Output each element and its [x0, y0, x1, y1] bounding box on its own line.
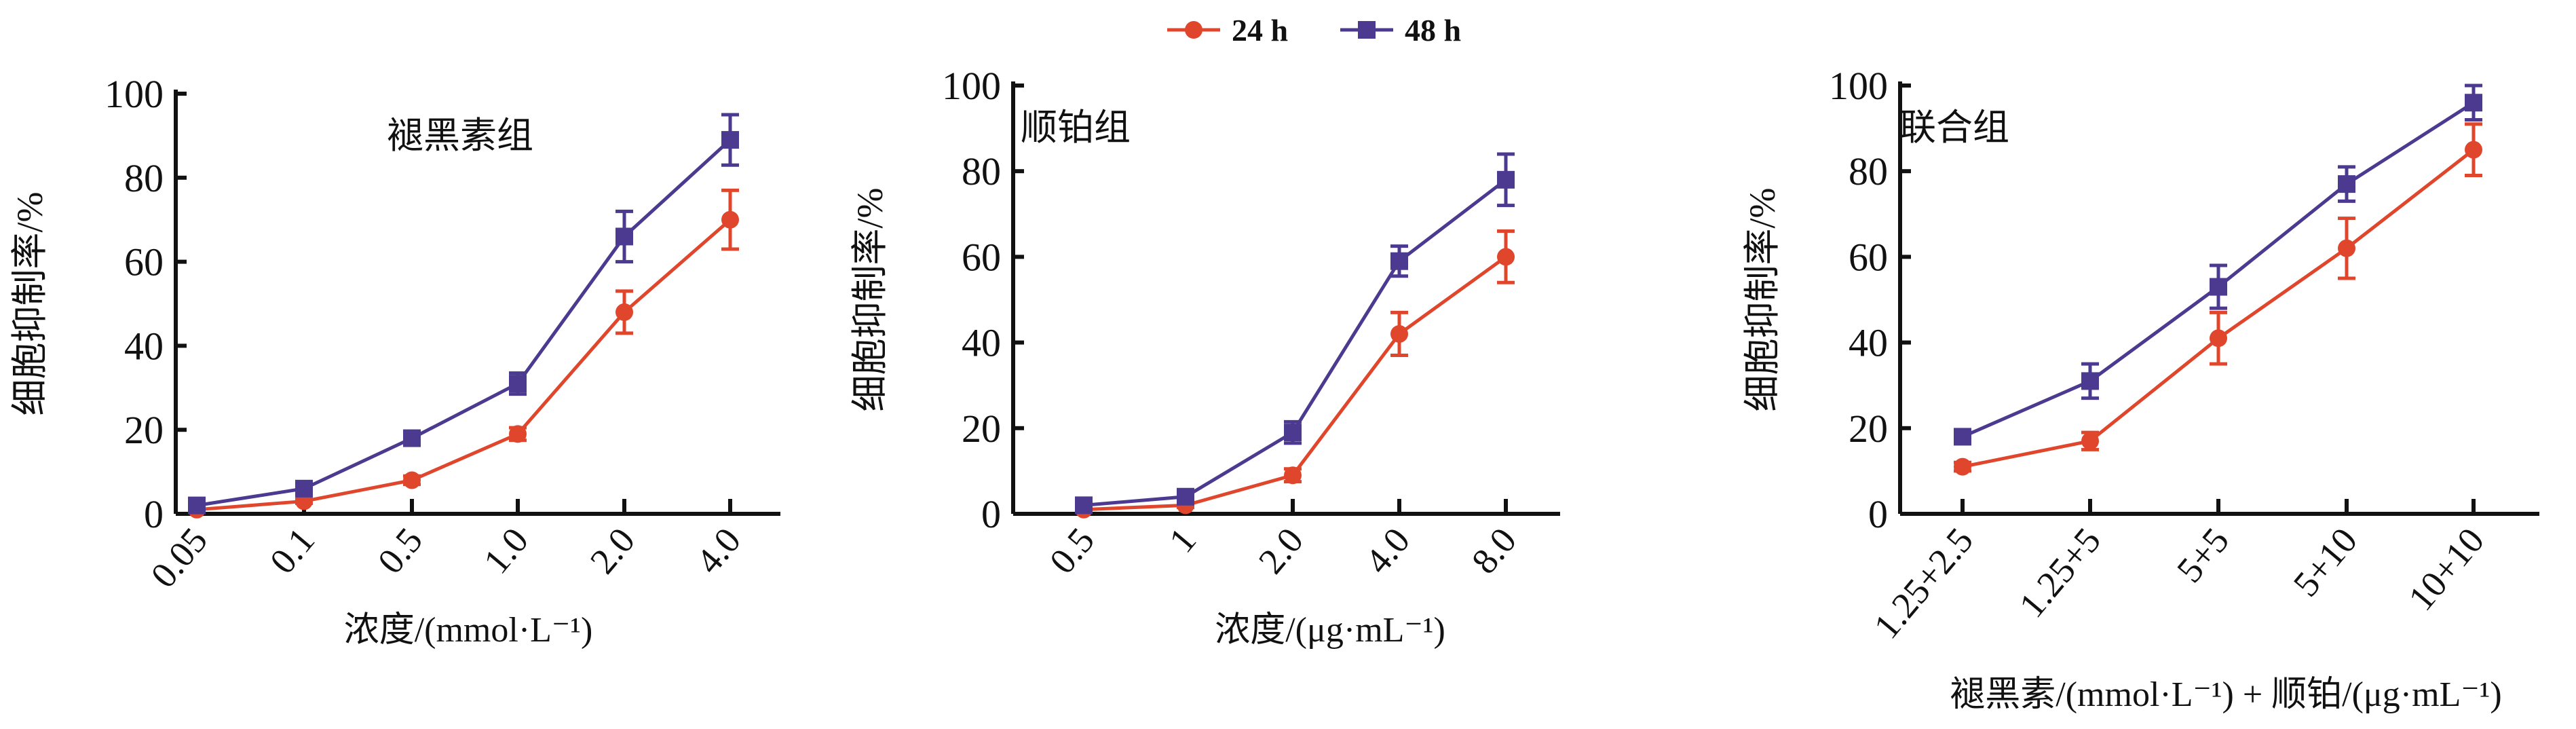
legend-label: 24 h: [1232, 13, 1288, 48]
data-point: [2465, 94, 2482, 112]
y-tick-label: 40: [124, 324, 164, 368]
chart-title: 顺铂组: [1021, 107, 1131, 148]
series-48h: [188, 113, 739, 515]
data-point: [1954, 428, 1971, 446]
x-tick-label: 1.25+5: [2011, 520, 2109, 625]
y-tick-label: 40: [962, 321, 1001, 365]
data-point: [509, 425, 527, 443]
x-tick-label: 5+5: [2169, 520, 2237, 590]
y-tick-label: 60: [1849, 235, 1888, 279]
y-tick-label: 100: [1829, 64, 1888, 108]
series-line: [1083, 178, 1507, 507]
x-tick-label: 2.0: [1251, 520, 1311, 581]
y-axis-label: 细胞抑制率/%: [10, 192, 50, 416]
x-tick-label: 10+10: [2400, 520, 2492, 618]
data-point: [2081, 372, 2099, 390]
y-tick-label: 80: [962, 149, 1001, 193]
legend-marker: [1185, 21, 1202, 39]
x-tick-label: 1.25+2.5: [1866, 520, 1982, 646]
y-tick-label: 80: [124, 156, 164, 200]
x-tick-label: 4.0: [688, 520, 749, 581]
y-tick-label: 0: [981, 492, 1001, 536]
y-tick-label: 100: [105, 72, 164, 116]
data-point: [1177, 487, 1194, 506]
series-line: [196, 138, 732, 508]
x-tick-label: 0.1: [262, 520, 322, 581]
y-tick-label: 40: [1849, 321, 1888, 365]
data-point: [2210, 329, 2227, 348]
y-axis-label: 细胞抑制率/%: [850, 188, 890, 412]
data-point: [1390, 252, 1408, 270]
y-tick-label: 100: [942, 64, 1001, 108]
data-point: [403, 471, 421, 489]
data-point: [2081, 432, 2099, 450]
y-tick-label: 80: [1849, 149, 1888, 193]
legend-entry: 24 h: [1167, 13, 1288, 48]
x-axis-label: 褪黑素/(mmol·L⁻¹) + 顺铂/(μg·mL⁻¹): [1950, 675, 2501, 714]
legend-entry: 48 h: [1340, 13, 1461, 48]
data-point: [403, 429, 421, 447]
series-24h: [188, 188, 739, 519]
y-tick-label: 60: [962, 235, 1001, 279]
x-tick-label: 4.0: [1357, 520, 1418, 581]
x-tick-label: 1.0: [476, 520, 536, 581]
x-tick-label: 8.0: [1464, 520, 1524, 581]
x-tick-label: 2.0: [582, 520, 643, 581]
x-tick-label: 0.5: [370, 520, 430, 581]
data-point: [1497, 248, 1515, 266]
data-point: [1284, 424, 1302, 442]
data-point: [2338, 175, 2355, 193]
chart-title: 联合组: [1899, 107, 2009, 148]
y-tick-label: 0: [144, 492, 164, 536]
data-point: [1497, 170, 1515, 189]
y-tick-label: 60: [124, 240, 164, 284]
series-48h: [1954, 83, 2482, 446]
x-axis-label: 浓度/(μg·mL⁻¹): [1215, 611, 1445, 650]
legend: 24 h 48 h: [1167, 13, 1461, 48]
legend-label: 48 h: [1405, 13, 1461, 48]
y-axis-label: 细胞抑制率/%: [1742, 188, 1783, 412]
data-point: [615, 303, 633, 321]
data-point: [721, 210, 739, 229]
y-tick-label: 0: [1868, 492, 1888, 536]
data-point: [2338, 239, 2355, 257]
series-line: [196, 218, 732, 512]
y-tick-label: 20: [124, 408, 164, 452]
x-tick-label: 1: [1161, 520, 1204, 560]
y-tick-label: 20: [1849, 407, 1888, 451]
x-axis-label: 浓度/(mmol·L⁻¹): [344, 611, 593, 650]
data-point: [721, 131, 739, 149]
data-point: [1390, 324, 1408, 343]
series-24h: [1075, 229, 1515, 519]
data-point: [1075, 496, 1093, 515]
chart-3: 0 20 40 60 80 100 1.25+2.5 1.25+5 5+5 5+10 10+10 联合…: [1742, 64, 2539, 714]
chart-2: 0 20 40 60 80 100 0.5 1 2.0 4.0 8.0 顺铂组浓度/(μg·mL⁻¹)…: [850, 64, 1560, 650]
data-point: [2210, 278, 2227, 296]
data-point: [2465, 141, 2482, 159]
data-point: [509, 375, 527, 393]
series-24h: [1954, 122, 2482, 476]
series-48h: [1075, 152, 1515, 515]
data-point: [295, 479, 313, 498]
data-point: [615, 227, 633, 246]
data-point: [1954, 457, 1971, 476]
chart-title: 褪黑素组: [387, 115, 533, 156]
x-tick-label: 0.5: [1042, 520, 1102, 581]
data-point: [188, 496, 206, 515]
legend-marker: [1358, 21, 1376, 39]
data-point: [1284, 466, 1302, 485]
x-tick-label: 5+10: [2286, 520, 2366, 604]
y-tick-label: 20: [962, 407, 1001, 451]
